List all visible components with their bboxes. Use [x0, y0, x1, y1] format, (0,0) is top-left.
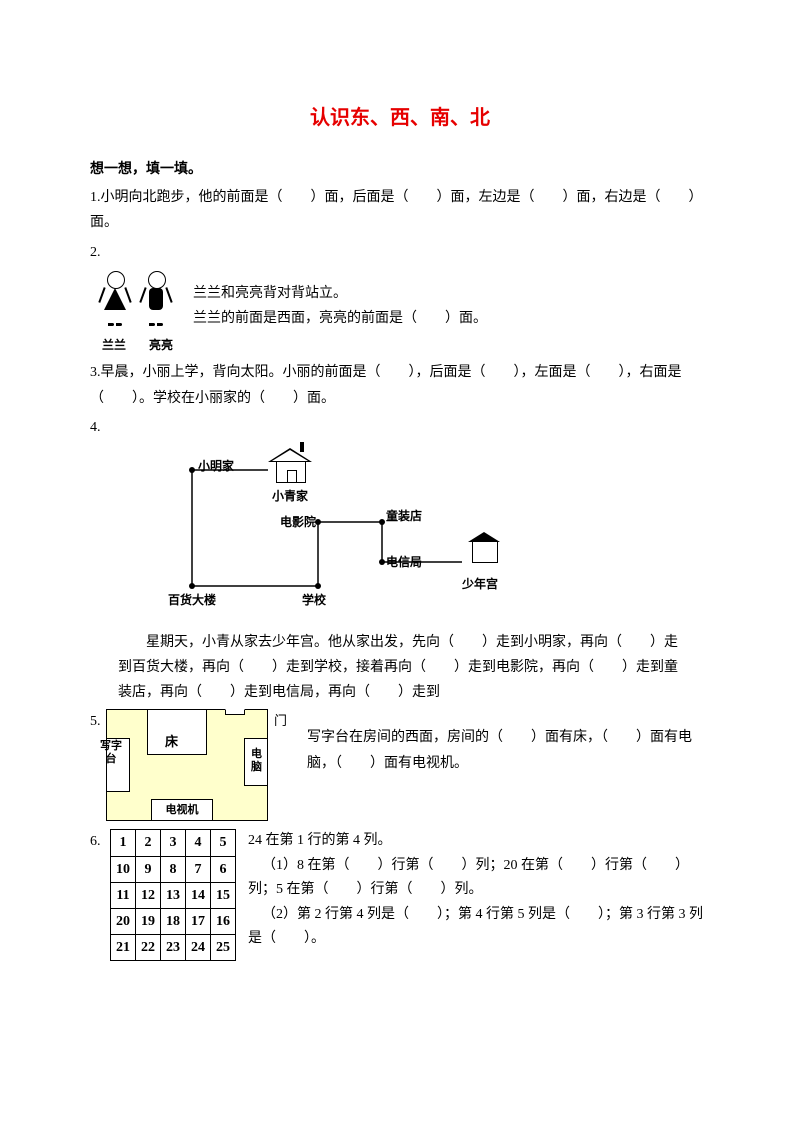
q2-text: 兰兰和亮亮背对背站立。 兰兰的前面是西面，亮亮的前面是（ ）面。	[193, 265, 710, 331]
question-2: 2.	[90, 240, 710, 357]
label-bed: 床	[165, 730, 178, 753]
label-dianying: 电影院	[280, 512, 316, 534]
label-dianxin: 电信局	[386, 552, 422, 574]
number-grid: 12345 109876 1112131415 2019181716 21222…	[110, 829, 236, 961]
label-liangliang: 亮亮	[139, 335, 183, 357]
q5-text: 写字台在房间的西面，房间的（ ）面有床，（ ）面有电脑，（ ）面有电视机。	[287, 709, 710, 775]
label-lanlan: 兰兰	[92, 335, 136, 357]
girl-body-icon	[105, 288, 125, 312]
kids-figure: 兰兰 亮亮	[90, 269, 185, 357]
question-4: 4. 小明家 小青家 电影院 童装	[90, 415, 710, 706]
room-plan: 电视机 写字台 床 电脑	[106, 709, 268, 821]
q4-text: 星期天，小青从家去少年宫。他从家出发，先向（ ）走到小明家，再向（ ）走到百货大…	[104, 630, 710, 706]
q6-intro: 24 在第 1 行的第 4 列。	[248, 829, 710, 854]
label-door: 门	[274, 709, 287, 732]
boy-head-icon	[148, 271, 166, 289]
house-shaoniangong-icon	[462, 532, 506, 568]
label-desk: 写字台	[105, 740, 117, 764]
q4-number: 4.	[90, 415, 710, 440]
label-shaoniangong: 少年宫	[462, 574, 498, 596]
q2-number: 2.	[90, 240, 710, 265]
label-baihuo: 百货大楼	[168, 590, 216, 612]
q2-line1: 兰兰和亮亮背对背站立。	[193, 281, 710, 306]
q5-number: 5.	[90, 709, 106, 734]
question-6: 6. 12345 109876 1112131415 2019181716 21…	[90, 829, 710, 961]
q2-line2: 兰兰的前面是西面，亮亮的前面是（ ）面。	[193, 306, 710, 331]
q6-number: 6.	[90, 829, 106, 854]
q4-map: 小明家 小青家 电影院 童装店 电信局 学校 百货大楼 少年宫	[150, 444, 530, 624]
page-title: 认识东、西、南、北	[90, 100, 710, 136]
label-xiaoqing: 小青家	[272, 486, 308, 508]
label-pc: 电脑	[251, 748, 265, 772]
house-xiaoqing-icon	[268, 448, 312, 484]
q2-body: 兰兰 亮亮 兰兰和亮亮背对背站立。 兰兰的前面是西面，亮亮的前面是（ ）面。	[90, 265, 710, 357]
label-tongzhuang: 童装店	[386, 506, 422, 528]
girl-head-icon	[107, 271, 125, 289]
q6-sub1: （1）8 在第（ ）行第（ ）列；20 在第（ ）行第（ ）列；5 在第（ ）行…	[248, 854, 710, 903]
boy-body-icon	[146, 288, 166, 312]
question-1: 1.小明向北跑步，他的前面是（ ）面，后面是（ ）面，左边是（ ）面，右边是（ …	[90, 185, 710, 235]
page: 认识东、西、南、北 想一想，填一填。 1.小明向北跑步，他的前面是（ ）面，后面…	[0, 0, 800, 1132]
door-icon	[225, 709, 245, 715]
q6-text: 24 在第 1 行的第 4 列。 （1）8 在第（ ）行第（ ）列；20 在第（…	[248, 829, 710, 952]
label-xuexiao: 学校	[302, 590, 326, 612]
label-xiaoming: 小明家	[198, 456, 234, 478]
question-3: 3.早晨，小丽上学，背向太阳。小丽的前面是（ ），后面是（ ），左面是（ ），右…	[90, 360, 710, 410]
q6-sub2: （2）第 2 行第 4 列是（ ）；第 4 行第 5 列是（ ）；第 3 行第 …	[248, 903, 710, 952]
section-heading: 想一想，填一填。	[90, 156, 710, 181]
tv-icon: 电视机	[151, 799, 213, 821]
question-5: 5. 电视机 写字台 床 电脑 门 写字台在房间的西面，房间的（ ）面有床，（ …	[90, 709, 710, 821]
